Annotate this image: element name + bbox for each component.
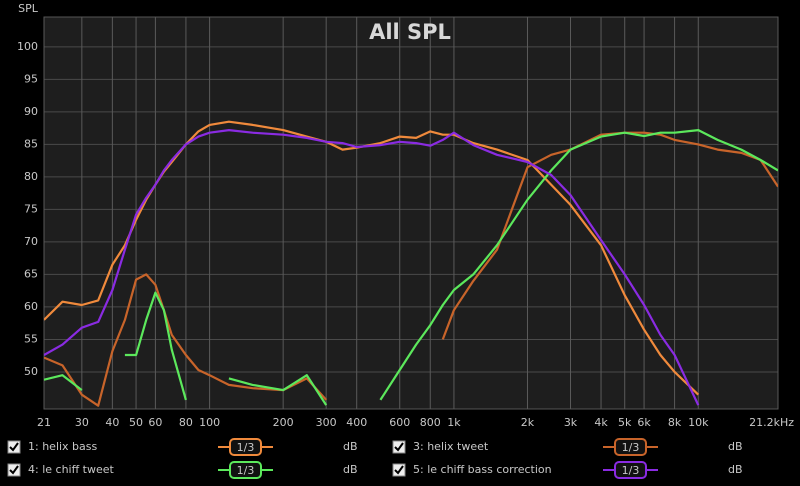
unit-label: dB: [343, 440, 358, 453]
checkmark: [9, 442, 19, 452]
checkmark: [394, 465, 404, 475]
legend-label: 3: helix tweet: [413, 440, 489, 453]
x-tick-label: 4k: [594, 416, 608, 429]
x-tick-label: 50: [129, 416, 143, 429]
x-tick-label: 60: [148, 416, 162, 429]
smoothing-button[interactable]: [229, 461, 262, 479]
x-tick-label: 5k: [618, 416, 632, 429]
x-tick-label: 6k: [637, 416, 651, 429]
y-tick-label: 90: [24, 105, 38, 118]
spl-curve: [44, 129, 778, 406]
x-tick-label: 3k: [564, 416, 578, 429]
curves: [44, 120, 778, 407]
smoothing-label: 1/3: [622, 441, 640, 454]
spl-curve: [44, 120, 700, 396]
legend: 1: helix bass 1/3 dB 3: helix tweet 1/3 dB 4: …: [7, 438, 743, 479]
x-tick-label: 200: [273, 416, 294, 429]
x-tick-label: 400: [346, 416, 367, 429]
smoothing-label: 1/3: [237, 464, 255, 477]
x-tick-label: 100: [199, 416, 220, 429]
x-tick-label: 1k: [447, 416, 461, 429]
x-tick-label: 8k: [668, 416, 682, 429]
x-tick-label: 21: [37, 416, 51, 429]
unit-label: dB: [728, 463, 743, 476]
y-tick-label: 75: [24, 202, 38, 215]
y-axis-label: SPL: [18, 2, 39, 15]
x-tick-label: 21.2kHz: [749, 416, 794, 429]
unit-label: dB: [343, 463, 358, 476]
chart-title: All SPL: [369, 20, 451, 44]
checkmark: [9, 465, 19, 475]
y-tick-label: 100: [17, 40, 38, 53]
smoothing-button[interactable]: [614, 438, 647, 456]
y-tick-label: 50: [24, 365, 38, 378]
x-tick-label: 800: [420, 416, 441, 429]
x-tick-label: 300: [316, 416, 337, 429]
grid: 50 55 60 65 70 75 80 85 90 95 100 21 30 40 50 60 80 100 20…: [17, 17, 794, 429]
legend-label: 5: le chiff bass correction: [413, 463, 552, 476]
y-tick-label: 95: [24, 72, 38, 85]
checkmark: [394, 442, 404, 452]
plot-area: [43, 16, 779, 410]
x-tick-label: 40: [105, 416, 119, 429]
spl-curve: [44, 129, 700, 406]
x-tick-label: 80: [179, 416, 193, 429]
x-tick-label: 10k: [688, 416, 709, 429]
y-tick-label: 55: [24, 332, 38, 345]
smoothing-button[interactable]: [614, 461, 647, 479]
x-tick-label: 2k: [521, 416, 535, 429]
legend-label: 1: helix bass: [28, 440, 98, 453]
smoothing-label: 1/3: [622, 464, 640, 477]
y-tick-label: 60: [24, 300, 38, 313]
unit-label: dB: [728, 440, 743, 453]
x-tick-label: 30: [75, 416, 89, 429]
x-tick-label: 600: [389, 416, 410, 429]
y-tick-label: 70: [24, 235, 38, 248]
smoothing-label: 1/3: [237, 441, 255, 454]
y-tick-label: 80: [24, 170, 38, 183]
y-tick-label: 65: [24, 267, 38, 280]
legend-label: 4: le chiff tweet: [28, 463, 115, 476]
y-tick-label: 85: [24, 137, 38, 150]
smoothing-button[interactable]: [229, 438, 262, 456]
